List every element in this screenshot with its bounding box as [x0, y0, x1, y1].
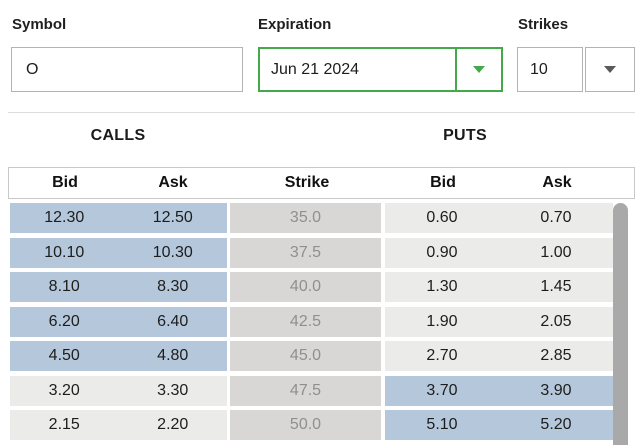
call-ask-cell[interactable]: 2.20: [118, 410, 227, 440]
calls-section: 4.50 4.80: [10, 341, 227, 371]
puts-section: 2.70 2.85: [385, 341, 613, 371]
strike-section: 42.5: [230, 307, 381, 337]
put-bid-cell[interactable]: 3.70: [385, 376, 499, 406]
chevron-down-icon: [473, 66, 485, 73]
strike-cell: 45.0: [230, 341, 381, 371]
strike-section: 37.5: [230, 238, 381, 268]
strike-section: 50.0: [230, 410, 381, 440]
call-bid-cell[interactable]: 12.30: [10, 203, 119, 233]
table-row: 3.20 3.30 47.5 3.70 3.90: [0, 376, 640, 406]
call-bid-cell[interactable]: 4.50: [10, 341, 119, 371]
chevron-down-icon: [604, 66, 616, 73]
call-ask-cell[interactable]: 4.80: [118, 341, 227, 371]
call-ask-cell[interactable]: 8.30: [118, 272, 227, 302]
call-bid-cell[interactable]: 2.15: [10, 410, 119, 440]
puts-section: 0.90 1.00: [385, 238, 613, 268]
strike-section: 47.5: [230, 376, 381, 406]
scrollbar-thumb[interactable]: [613, 203, 628, 445]
table-row: 8.10 8.30 40.0 1.30 1.45: [0, 272, 640, 302]
strike-cell: 42.5: [230, 307, 381, 337]
put-ask-cell[interactable]: 3.90: [499, 376, 613, 406]
calls-section: 3.20 3.30: [10, 376, 227, 406]
symbol-label: Symbol: [12, 16, 67, 33]
call-bid-cell[interactable]: 3.20: [10, 376, 119, 406]
call-bid-cell[interactable]: 8.10: [10, 272, 119, 302]
put-ask-cell[interactable]: 1.00: [499, 238, 613, 268]
put-ask-cell[interactable]: 0.70: [499, 203, 613, 233]
strikes-value[interactable]: 10: [517, 47, 583, 92]
table-row: 12.30 12.50 35.0 0.60 0.70: [0, 203, 640, 233]
call-ask-cell[interactable]: 6.40: [118, 307, 227, 337]
strikes-label: Strikes: [518, 16, 569, 33]
puts-section: 1.90 2.05: [385, 307, 613, 337]
calls-section: 2.15 2.20: [10, 410, 227, 440]
table-row: 4.50 4.80 45.0 2.70 2.85: [0, 341, 640, 371]
strike-cell: 35.0: [230, 203, 381, 233]
calls-section: 12.30 12.50: [10, 203, 227, 233]
column-header-strike: Strike: [284, 174, 330, 191]
put-bid-cell[interactable]: 5.10: [385, 410, 499, 440]
put-bid-cell[interactable]: 1.90: [385, 307, 499, 337]
puts-section: 5.10 5.20: [385, 410, 613, 440]
put-bid-cell[interactable]: 2.70: [385, 341, 499, 371]
column-header-put-ask: Ask: [542, 174, 572, 191]
strike-cell: 40.0: [230, 272, 381, 302]
strike-cell: 50.0: [230, 410, 381, 440]
symbol-input[interactable]: O: [11, 47, 243, 92]
call-ask-cell[interactable]: 10.30: [118, 238, 227, 268]
call-bid-cell[interactable]: 6.20: [10, 307, 119, 337]
table-row: 10.10 10.30 37.5 0.90 1.00: [0, 238, 640, 268]
section-divider: [8, 112, 635, 113]
calls-section: 8.10 8.30: [10, 272, 227, 302]
puts-section: 1.30 1.45: [385, 272, 613, 302]
calls-title: CALLS: [90, 127, 146, 144]
call-ask-cell[interactable]: 12.50: [118, 203, 227, 233]
expiration-label: Expiration: [258, 16, 332, 33]
strikes-dropdown-button[interactable]: [585, 47, 635, 92]
puts-section: 0.60 0.70: [385, 203, 613, 233]
call-ask-cell[interactable]: 3.30: [118, 376, 227, 406]
expiration-select[interactable]: Jun 21 2024: [258, 47, 503, 92]
put-ask-cell[interactable]: 2.85: [499, 341, 613, 371]
put-ask-cell[interactable]: 5.20: [499, 410, 613, 440]
calls-section: 6.20 6.40: [10, 307, 227, 337]
call-bid-cell[interactable]: 10.10: [10, 238, 119, 268]
calls-section: 10.10 10.30: [10, 238, 227, 268]
strike-section: 40.0: [230, 272, 381, 302]
strike-cell: 47.5: [230, 376, 381, 406]
put-ask-cell[interactable]: 2.05: [499, 307, 613, 337]
expiration-value: Jun 21 2024: [271, 61, 360, 78]
column-header-call-bid: Bid: [52, 174, 78, 191]
column-header-call-ask: Ask: [158, 174, 188, 191]
put-bid-cell[interactable]: 0.60: [385, 203, 499, 233]
put-bid-cell[interactable]: 0.90: [385, 238, 499, 268]
strike-cell: 37.5: [230, 238, 381, 268]
put-bid-cell[interactable]: 1.30: [385, 272, 499, 302]
strike-section: 35.0: [230, 203, 381, 233]
column-header-put-bid: Bid: [430, 174, 456, 191]
table-row: 6.20 6.40 42.5 1.90 2.05: [0, 307, 640, 337]
puts-section: 3.70 3.90: [385, 376, 613, 406]
strike-section: 45.0: [230, 341, 381, 371]
puts-title: PUTS: [443, 127, 487, 144]
expiration-dropdown-button[interactable]: [455, 49, 501, 90]
table-header: Bid Ask Strike Bid Ask: [8, 167, 635, 199]
put-ask-cell[interactable]: 1.45: [499, 272, 613, 302]
table-row: 2.15 2.20 50.0 5.10 5.20: [0, 410, 640, 440]
